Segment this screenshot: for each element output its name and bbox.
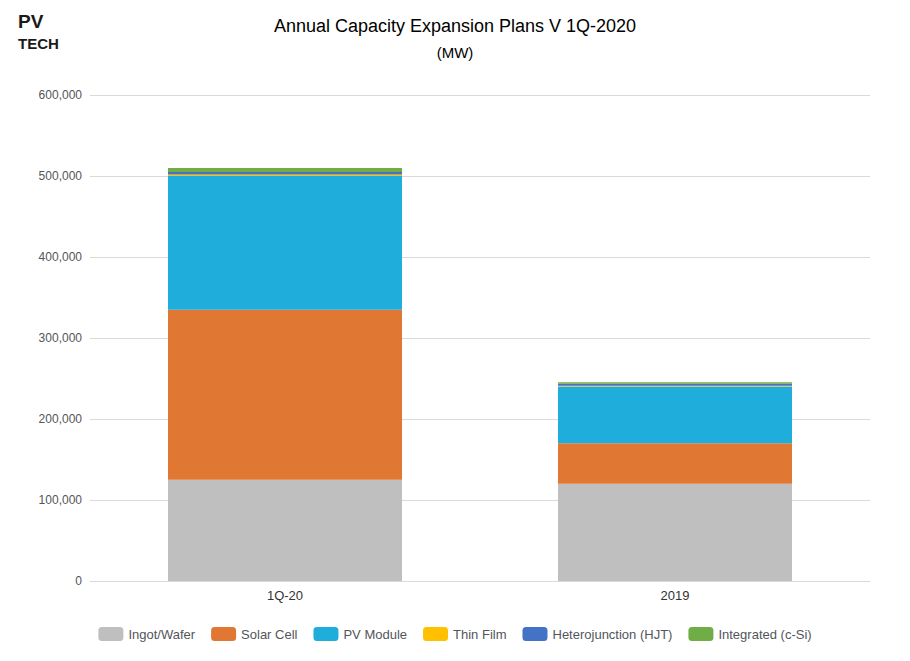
svg-text:Solar Cell: Solar Cell bbox=[241, 627, 297, 642]
svg-text:Heterojunction (HJT): Heterojunction (HJT) bbox=[552, 627, 672, 642]
svg-text:400,000: 400,000 bbox=[39, 250, 83, 264]
svg-text:Ingot/Wafer: Ingot/Wafer bbox=[128, 627, 195, 642]
svg-text:600,000: 600,000 bbox=[39, 88, 83, 102]
svg-text:100,000: 100,000 bbox=[39, 493, 83, 507]
svg-text:Thin Film: Thin Film bbox=[453, 627, 506, 642]
svg-text:500,000: 500,000 bbox=[39, 169, 83, 183]
svg-text:1Q-20: 1Q-20 bbox=[267, 588, 303, 603]
svg-text:PV: PV bbox=[18, 11, 44, 32]
svg-text:TECH: TECH bbox=[18, 35, 59, 52]
svg-text:Integrated (c-Si): Integrated (c-Si) bbox=[718, 627, 811, 642]
svg-text:0: 0 bbox=[75, 574, 82, 588]
svg-text:(MW): (MW) bbox=[437, 44, 474, 61]
svg-text:300,000: 300,000 bbox=[39, 331, 83, 345]
svg-text:2019: 2019 bbox=[661, 588, 690, 603]
svg-text:PV Module: PV Module bbox=[343, 627, 407, 642]
svg-text:Annual Capacity Expansion Plan: Annual Capacity Expansion Plans V 1Q-202… bbox=[274, 16, 636, 36]
svg-text:200,000: 200,000 bbox=[39, 412, 83, 426]
